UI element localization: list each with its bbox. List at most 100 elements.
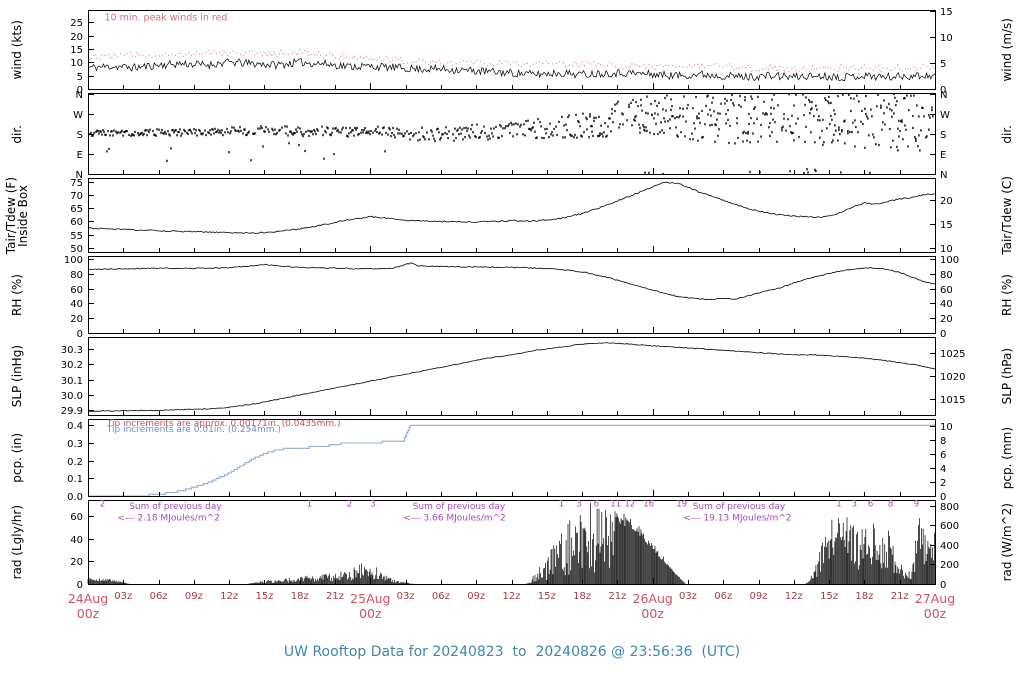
y-tick-label: 0.1 bbox=[67, 474, 83, 485]
y-tick-label: 800 bbox=[940, 502, 959, 513]
y-tick-label: 10 bbox=[940, 33, 953, 44]
pcp-series-precip_cumulative bbox=[88, 423, 936, 497]
annotation-text: 3 bbox=[852, 500, 857, 510]
x-minor-label: 09z bbox=[749, 591, 768, 602]
y-tick-label: 29.9 bbox=[61, 406, 83, 417]
annotation-text: Tip increments are approx. 0.00171in. (0… bbox=[106, 419, 341, 429]
x-minor-label: 06z bbox=[431, 591, 450, 602]
rh-right-axis-label: RH (%) bbox=[1000, 274, 1014, 316]
figure-caption: UW Rooftop Data for 20240823 to 20240826… bbox=[283, 644, 741, 660]
x-major-label-26Aug: 26Aug 00z bbox=[632, 591, 673, 621]
annotation-text: 10 min. peak winds in red bbox=[105, 13, 228, 24]
x-minor-label: 21z bbox=[608, 591, 627, 602]
y-tick-label: 30.2 bbox=[61, 360, 83, 371]
y-tick-label: 20 bbox=[70, 314, 83, 325]
pcp-tick-labels: 0.0 0.1 0.2 0.3 0.4 0 2 4 6 8 10 bbox=[67, 421, 953, 503]
pcp-annotations: Tip increments are approx. 0.00171in. (0… bbox=[106, 419, 341, 435]
y-tick-label: 40 bbox=[70, 535, 83, 546]
y-tick-label: 10 bbox=[940, 244, 953, 255]
annotation-text: 11 bbox=[610, 500, 621, 510]
y-tick-label: 200 bbox=[940, 560, 959, 571]
y-tick-label: 0 bbox=[77, 580, 83, 591]
wind-series-wind_avg bbox=[87, 57, 936, 82]
y-tick-label: 40 bbox=[70, 299, 83, 310]
annotation-text: 1 bbox=[559, 500, 564, 510]
y-tick-label: W bbox=[73, 110, 83, 121]
wind-frame bbox=[88, 10, 936, 90]
rh-ticks bbox=[88, 259, 936, 334]
y-tick-label: 400 bbox=[940, 541, 959, 552]
y-tick-label: 80 bbox=[70, 270, 83, 281]
y-tick-label: 600 bbox=[940, 521, 959, 532]
panel-temp: Tair/Tdew (F) Inside Box 50 55 60 65 70 75 10 15 2… bbox=[0, 176, 1024, 255]
x-minor-label: 18z bbox=[855, 591, 874, 602]
annotation-text: Sum of previous day bbox=[129, 502, 222, 512]
temp-series-tair_inside_box bbox=[87, 181, 936, 234]
y-tick-label: 75 bbox=[70, 178, 83, 189]
rad-right-axis-label: rad (W/m^2) bbox=[1000, 503, 1014, 582]
annotation-text: Sum of previous day bbox=[693, 502, 786, 512]
wind-left-axis-label: wind (kts) bbox=[10, 20, 24, 80]
y-tick-label: 6 bbox=[940, 450, 946, 461]
annotation-text: 6 bbox=[594, 500, 599, 510]
annotation-text: 8 bbox=[888, 500, 893, 510]
x-minor-label: 12z bbox=[220, 591, 239, 602]
panel-pcp: pcp. (in) 0.0 0.1 0.2 0.3 0.4 0 2 4 6 8 10 Tip incre… bbox=[0, 419, 1024, 503]
x-minor-label: 09z bbox=[184, 591, 203, 602]
rh-series-relative_humidity bbox=[87, 262, 936, 301]
slp-series-sea_level_pressure bbox=[87, 342, 936, 412]
x-minor-label: 03z bbox=[396, 591, 415, 602]
y-tick-label: N bbox=[940, 90, 947, 101]
panel-wind: wind (kts) 0 5 10 15 20 25 0 5 10 15 10 min. peak w… bbox=[0, 7, 1024, 96]
rad-ticks bbox=[88, 506, 936, 585]
y-tick-label: 30.1 bbox=[61, 376, 83, 387]
y-tick-label: 60 bbox=[70, 512, 83, 523]
x-major-label-27Aug: 27Aug 00z bbox=[914, 591, 956, 621]
annotation-text: 1 bbox=[836, 500, 841, 510]
y-tick-label: 0.4 bbox=[67, 421, 83, 432]
pcp-ticks bbox=[88, 425, 936, 497]
y-tick-label: 20 bbox=[70, 32, 83, 43]
y-tick-label: 5 bbox=[940, 59, 946, 70]
y-tick-label: 0 bbox=[940, 329, 946, 340]
annotation-text: 16 bbox=[643, 500, 654, 510]
x-minor-label: 18z bbox=[573, 591, 592, 602]
annotation-text: Sum of previous day bbox=[413, 502, 506, 512]
x-minor-label: 15z bbox=[255, 591, 274, 602]
rad-left-axis-label: rad (Lgly/hr) bbox=[10, 505, 24, 580]
y-tick-label: E bbox=[940, 150, 946, 161]
annotation-text: <--- 2.18 MJoules/m^2 bbox=[117, 513, 219, 523]
slp-frame bbox=[88, 337, 936, 416]
y-tick-label: 0 bbox=[940, 85, 946, 96]
wind-ticks bbox=[88, 11, 936, 90]
x-major-label-25Aug: 25Aug 00z bbox=[350, 591, 391, 621]
annotation-text: 3 bbox=[576, 500, 581, 510]
slp-ticks bbox=[88, 349, 936, 415]
annotation-text: 2 bbox=[100, 500, 105, 510]
pcp-frame bbox=[88, 419, 936, 497]
x-minor-label: 06z bbox=[714, 591, 733, 602]
y-tick-label: 10 bbox=[940, 422, 953, 433]
y-tick-label: 40 bbox=[940, 299, 953, 310]
annotation-text: <--- 3.66 MJoules/m^2 bbox=[403, 513, 505, 523]
y-tick-label: 25 bbox=[70, 18, 83, 29]
y-tick-label: W bbox=[940, 110, 950, 121]
dir-series-wind_direction bbox=[89, 93, 934, 175]
wind-series-wind_peak_10min bbox=[87, 48, 936, 74]
wind-right-axis-label: wind (m/s) bbox=[1000, 18, 1014, 82]
y-tick-label: 1015 bbox=[940, 395, 965, 406]
dir-frame bbox=[88, 93, 936, 175]
temp-right-axis-label: Tair/Tdew (C) bbox=[1000, 176, 1014, 255]
dir-left-axis-label: dir. bbox=[10, 124, 24, 144]
x-minor-label: 15z bbox=[820, 591, 839, 602]
panel-slp: SLP (inHg) 29.9 30.0 30.1 30.2 30.3 1015 1020 10… bbox=[0, 337, 1024, 417]
y-tick-label: 60 bbox=[70, 217, 83, 228]
temp-left-axis-label: Tair/Tdew (F) Inside Box bbox=[4, 176, 30, 255]
y-tick-label: N bbox=[76, 90, 83, 101]
x-minor-label: 12z bbox=[784, 591, 803, 602]
x-minor-label: 21z bbox=[326, 591, 345, 602]
